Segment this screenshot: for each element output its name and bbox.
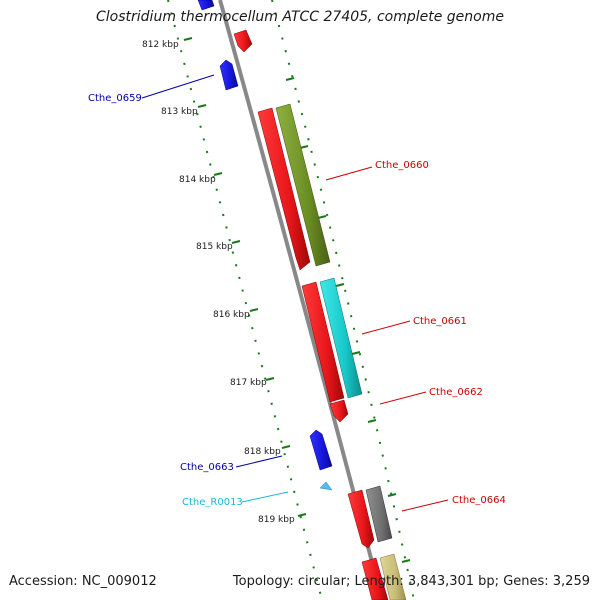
inner-tick-track bbox=[167, 0, 323, 600]
gene-label-cthe-0664[interactable]: Cthe_0664 bbox=[452, 495, 506, 506]
separator: ; bbox=[494, 574, 504, 589]
genome-summary: Topology: circular; Length: 3,843,301 bp… bbox=[233, 574, 590, 589]
kbp-label-814: 814 kbp bbox=[179, 175, 216, 185]
separator: ; bbox=[346, 574, 355, 589]
gene-label-cthe-0660[interactable]: Cthe_0660 bbox=[375, 160, 429, 171]
gene-top-red-arrow[interactable] bbox=[233, 29, 253, 53]
map-title: Clostridium thermocellum ATCC 27405, com… bbox=[96, 9, 504, 25]
gene-label-cthe-0661[interactable]: Cthe_0661 bbox=[413, 316, 467, 327]
gene-label-cthe-0663[interactable]: Cthe_0663 bbox=[180, 462, 234, 473]
kbp-label-812: 812 kbp bbox=[142, 40, 179, 50]
kbp-label-816: 816 kbp bbox=[213, 310, 250, 320]
kbp-label-813: 813 kbp bbox=[161, 107, 198, 117]
leader-cthe-0661 bbox=[361, 320, 411, 335]
gene-cthe-0662-arrow[interactable] bbox=[329, 399, 349, 423]
gene-cthe-r0013-arrow[interactable] bbox=[319, 481, 333, 491]
genes-count-text: Genes: 3,259 bbox=[503, 574, 590, 589]
gene-cthe-0659-arrow[interactable] bbox=[219, 59, 239, 91]
leader-cthe-0660 bbox=[325, 166, 373, 181]
gene-label-cthe-0662[interactable]: Cthe_0662 bbox=[429, 387, 483, 398]
outer-tick-track bbox=[271, 0, 415, 600]
accession-text: Accession: NC_009012 bbox=[9, 574, 157, 589]
gene-bottom-tan-partial[interactable] bbox=[379, 553, 407, 600]
kbp-label-819: 819 kbp bbox=[258, 515, 295, 525]
gene-cthe-0664-domain-bar[interactable] bbox=[365, 485, 393, 543]
gene-cthe-0663-arrow[interactable] bbox=[309, 429, 333, 471]
leader-cthe-0664 bbox=[401, 499, 449, 512]
topology-text: Topology: circular bbox=[232, 574, 346, 589]
gene-cthe-0660-bar[interactable] bbox=[257, 107, 311, 271]
gene-top-blue-partial[interactable] bbox=[197, 0, 215, 11]
outer-major-ticks bbox=[285, 77, 411, 563]
kbp-label-818: 818 kbp bbox=[244, 447, 281, 457]
gene-cthe-0661-domain-bar[interactable] bbox=[319, 277, 363, 399]
gene-cthe-0664-bar[interactable] bbox=[347, 489, 375, 549]
gene-cthe-0660-domain-bar[interactable] bbox=[275, 103, 331, 267]
gene-label-cthe-r0013[interactable]: Cthe_R0013 bbox=[182, 497, 243, 508]
length-text: Length: 3,843,301 bp bbox=[354, 574, 495, 589]
gene-bottom-red-partial[interactable] bbox=[361, 557, 389, 600]
kbp-label-815: 815 kbp bbox=[196, 242, 233, 252]
gene-label-cthe-0659[interactable]: Cthe_0659 bbox=[88, 93, 142, 104]
leader-cthe-0659 bbox=[141, 74, 215, 99]
gene-cthe-0661-bar[interactable] bbox=[301, 281, 345, 403]
leader-cthe-0663 bbox=[235, 455, 283, 468]
inner-major-ticks bbox=[183, 37, 307, 517]
leader-cthe-0662 bbox=[379, 391, 427, 405]
leader-cthe-r0013 bbox=[241, 491, 289, 503]
kbp-label-817: 817 kbp bbox=[230, 378, 267, 388]
